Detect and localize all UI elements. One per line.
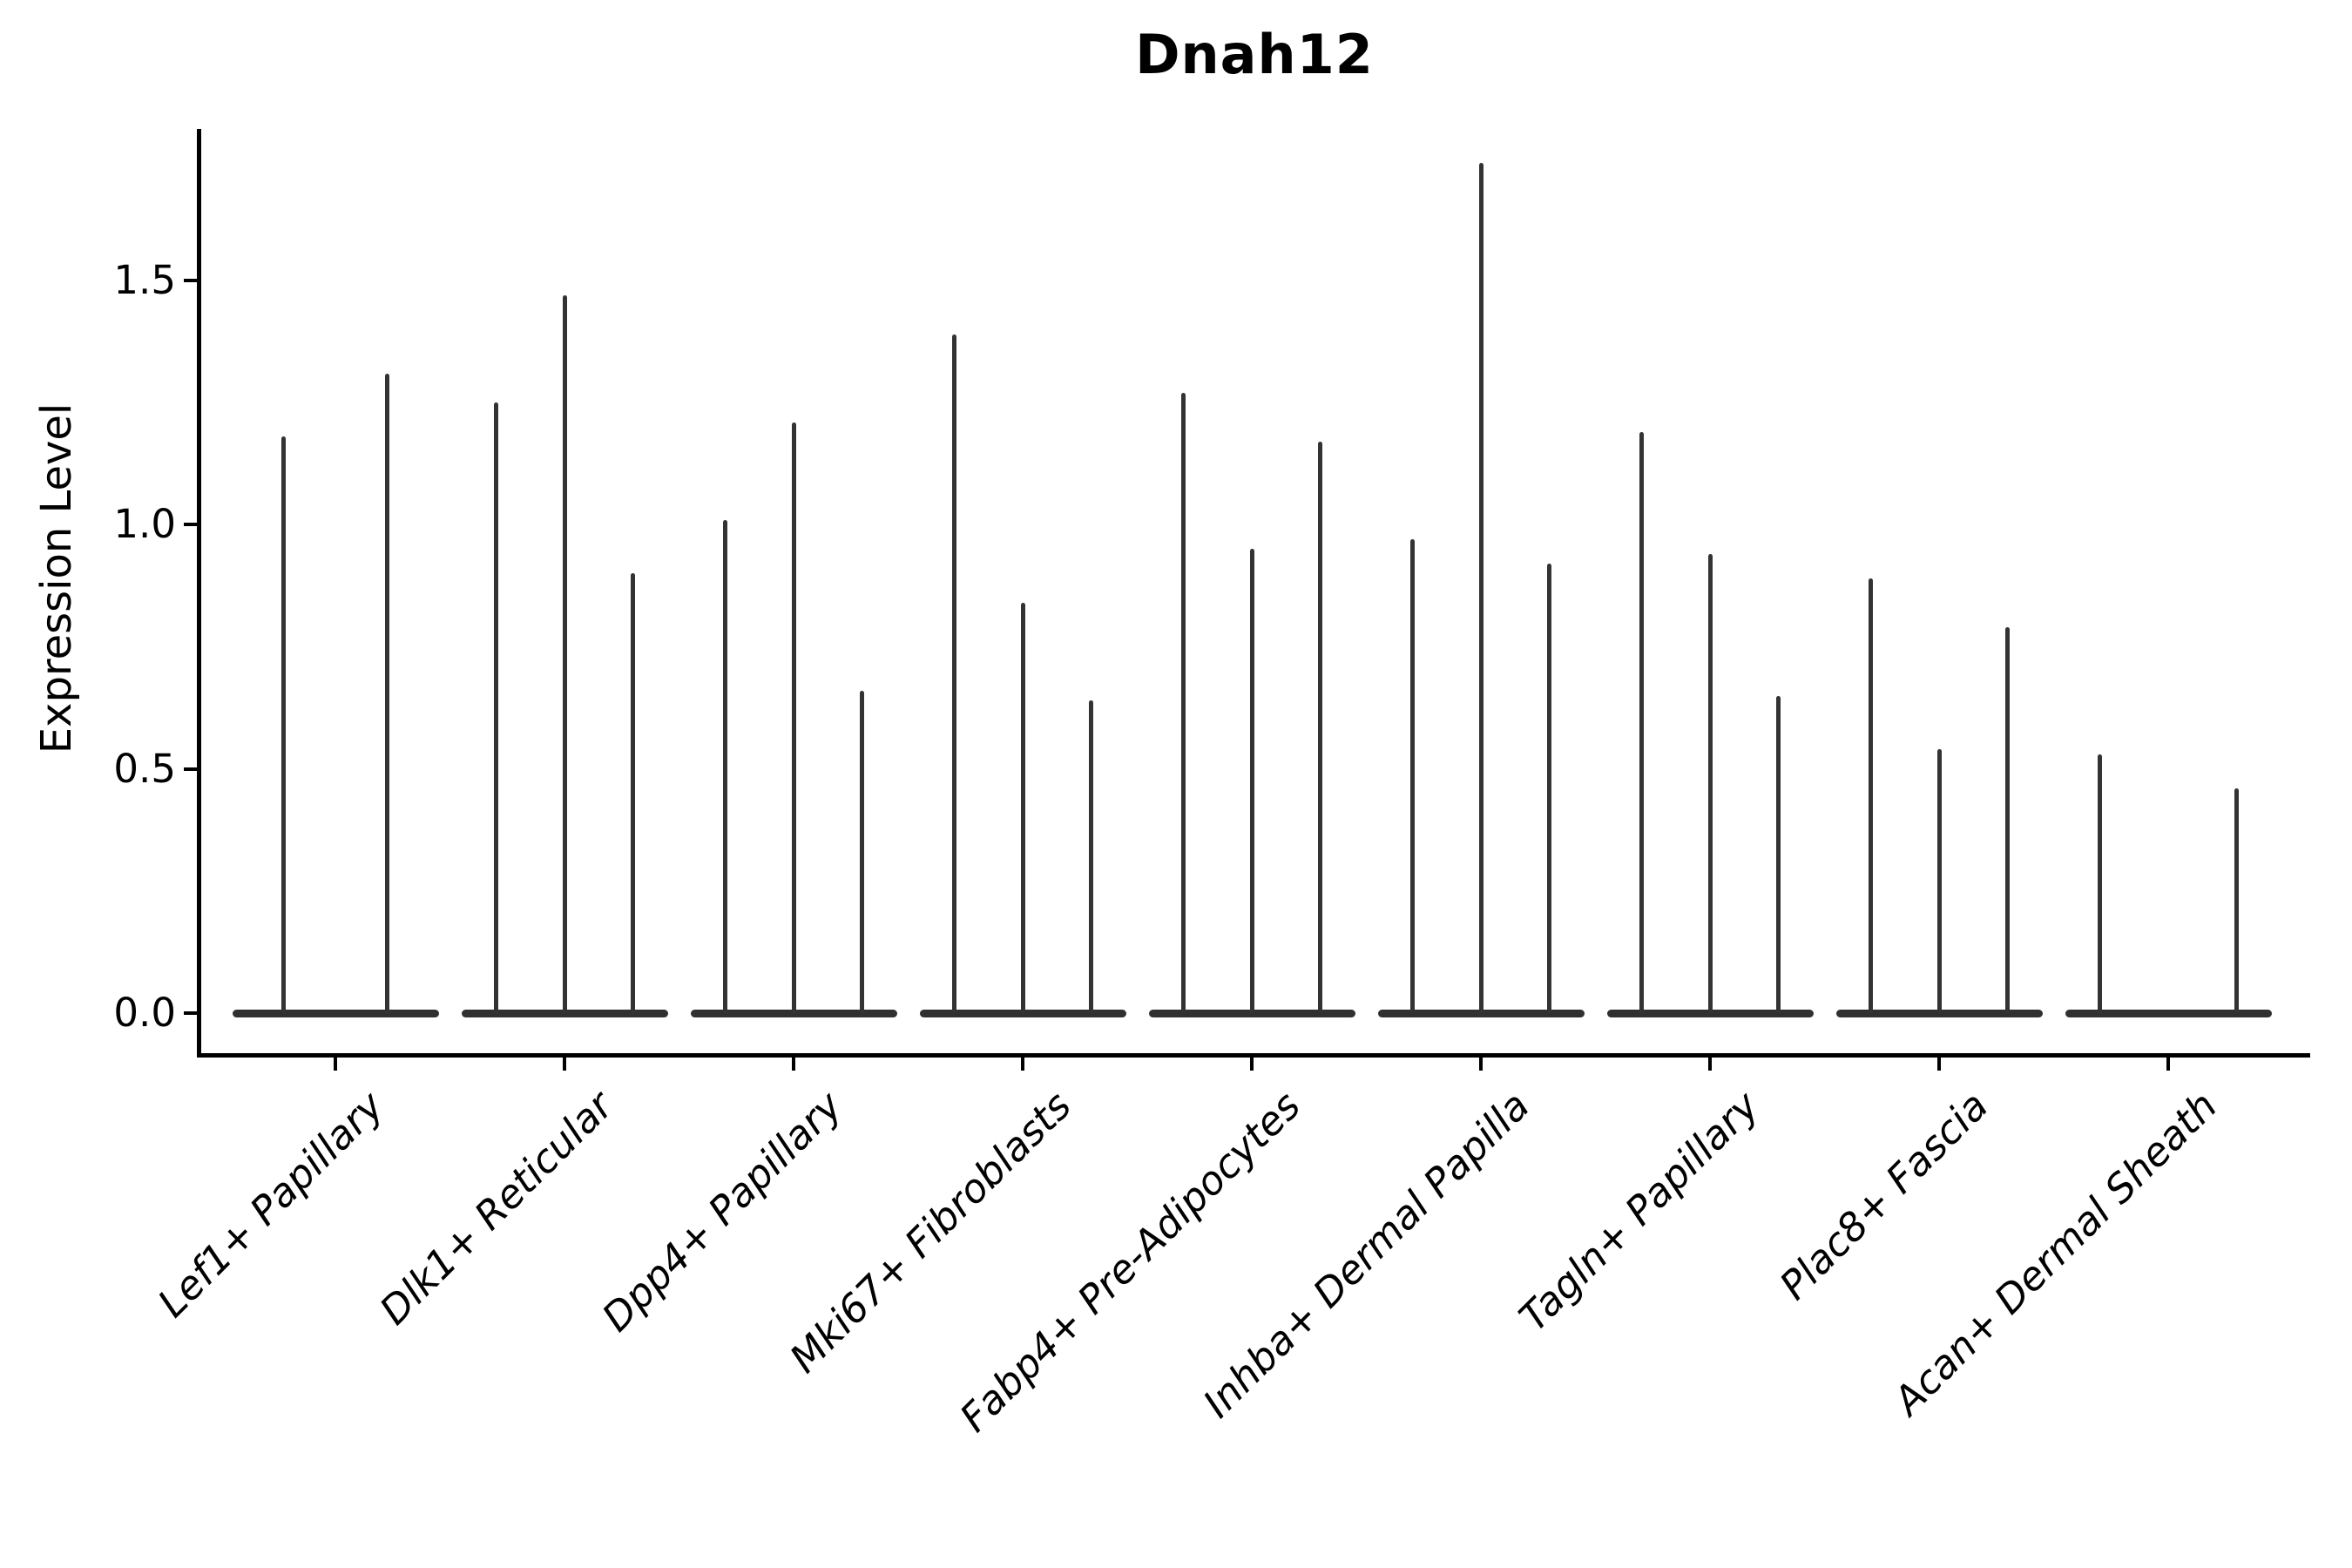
violin-spike	[1776, 695, 1781, 1013]
violin-spike	[2097, 754, 2102, 1013]
violin-spike	[2005, 627, 2011, 1013]
x-category-label: Dpp4+ Papillary	[592, 1082, 852, 1341]
violin-spike	[1936, 749, 1942, 1013]
y-tick-mark	[184, 767, 197, 771]
violin-spike	[1180, 392, 1186, 1013]
violin-spike	[384, 373, 389, 1013]
y-axis-spine	[197, 129, 201, 1058]
violin-spike	[1868, 578, 1873, 1013]
x-category-label: Tagln+ Papillary	[1510, 1082, 1768, 1341]
violin-spike	[1089, 700, 1094, 1013]
y-tick-mark	[184, 523, 197, 527]
violin-spike	[493, 402, 498, 1013]
violin-baseline	[2065, 1009, 2272, 1017]
x-tick-mark	[334, 1058, 337, 1071]
violin-spike	[1020, 603, 1025, 1013]
violin-spike	[1547, 564, 1552, 1013]
violin-baseline	[1148, 1009, 1355, 1017]
violin-baseline	[919, 1009, 1126, 1017]
violin-spike	[722, 519, 727, 1013]
x-tick-mark	[792, 1058, 795, 1071]
y-tick-mark	[184, 1011, 197, 1015]
x-axis-spine	[197, 1053, 2310, 1058]
x-tick-mark	[1937, 1058, 1941, 1071]
x-tick-mark	[1708, 1058, 1712, 1071]
y-tick-label: 1.5	[113, 256, 176, 303]
violin-spike	[1707, 553, 1713, 1013]
violin-baseline	[461, 1009, 668, 1017]
violin-spike	[1478, 163, 1484, 1013]
x-tick-mark	[1021, 1058, 1024, 1071]
violin-spike	[1639, 431, 1644, 1013]
violin-baseline	[1377, 1009, 1585, 1017]
violin-spike	[1249, 549, 1254, 1013]
violin-baseline	[690, 1009, 897, 1017]
violin-spike	[951, 334, 956, 1013]
x-tick-mark	[1479, 1058, 1483, 1071]
violin-spike	[281, 436, 287, 1013]
x-category-label: Plac8+ Fascia	[1770, 1082, 1997, 1309]
x-tick-mark	[1250, 1058, 1254, 1071]
x-tick-mark	[563, 1058, 566, 1071]
violin-baseline	[232, 1009, 439, 1017]
y-tick-mark	[184, 278, 197, 282]
violin-spike	[2234, 788, 2240, 1013]
violin-spike	[631, 573, 636, 1013]
x-category-label: Lef1+ Papillary	[149, 1082, 394, 1327]
x-tick-mark	[2166, 1058, 2170, 1071]
violin-spike	[1318, 442, 1323, 1013]
y-tick-label: 0.5	[113, 745, 176, 792]
plot-title: Dnah12	[1135, 23, 1374, 86]
violin-spike	[1409, 539, 1415, 1013]
y-tick-label: 0.0	[113, 990, 176, 1036]
violin-baseline	[1835, 1009, 2043, 1017]
y-tick-label: 1.0	[113, 501, 176, 548]
violin-spike	[791, 422, 796, 1013]
x-category-label: Dlk1+ Reticular	[370, 1082, 623, 1334]
violin-spike	[562, 294, 567, 1013]
violin-spike	[860, 690, 865, 1013]
violin-baseline	[1606, 1009, 1814, 1017]
